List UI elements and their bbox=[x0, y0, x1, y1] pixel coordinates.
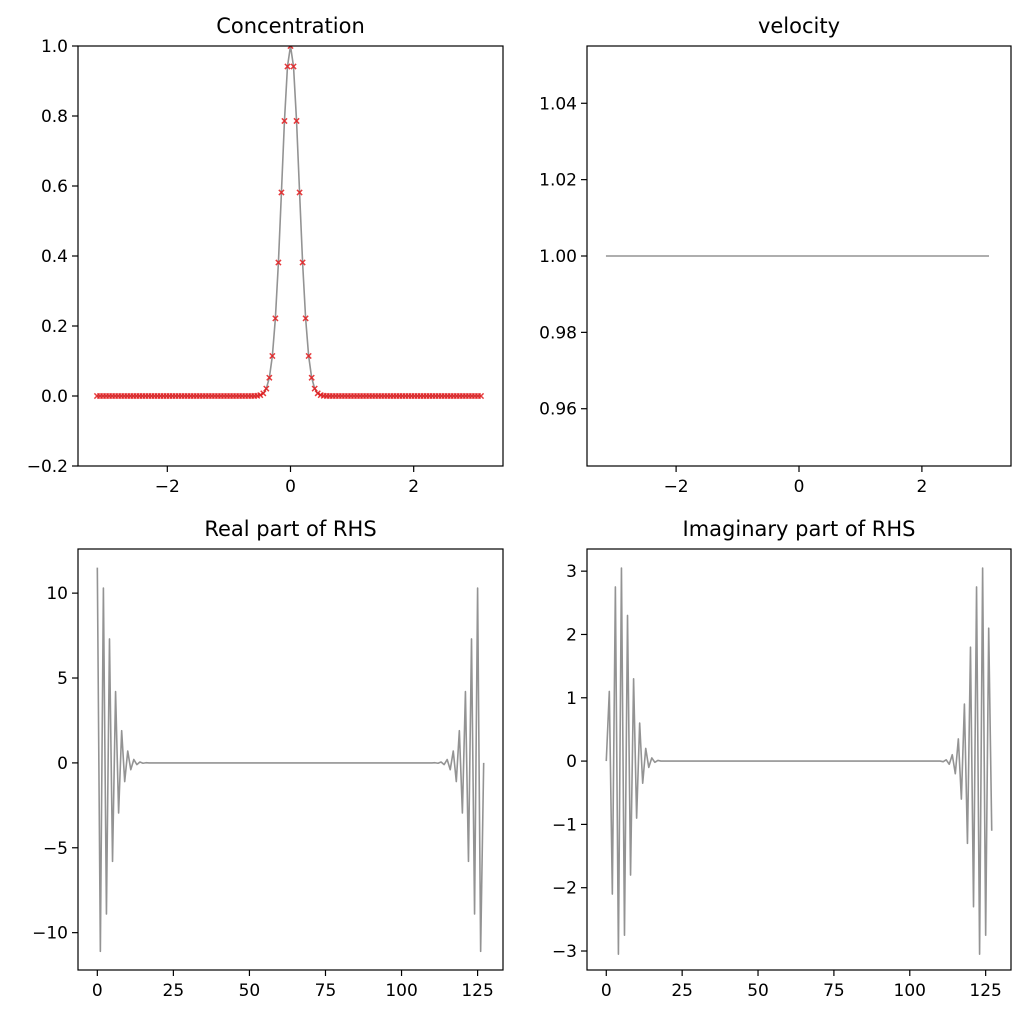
concentration-marker-point bbox=[263, 385, 270, 392]
concentration-x-tick-label: −2 bbox=[155, 477, 180, 497]
concentration-marker-point bbox=[477, 392, 485, 400]
concentration-x-tick-label: 2 bbox=[408, 477, 419, 497]
real-rhs-axes-frame bbox=[77, 548, 504, 971]
imag-rhs-y-tick-label: 1 bbox=[566, 689, 577, 709]
concentration-x-tick-label: 0 bbox=[285, 477, 296, 497]
concentration-y-tick-label: 0.8 bbox=[41, 107, 68, 127]
real-rhs-x-tick-label: 50 bbox=[239, 981, 261, 1001]
real-rhs-x-tick-label: 0 bbox=[92, 981, 103, 1001]
concentration-marker-point bbox=[281, 117, 288, 125]
concentration-series-markers bbox=[93, 46, 485, 400]
real-rhs-y-tick-label: 0 bbox=[57, 754, 68, 774]
panel-velocity: −2 0 2 0.96 0.98 1.00 1.02 1.04 velocity bbox=[539, 14, 1012, 497]
concentration-marker-point bbox=[296, 189, 303, 196]
concentration-y-tick-label: 0.0 bbox=[41, 387, 68, 407]
velocity-title: velocity bbox=[758, 14, 840, 38]
imag-rhs-x-tick-label: 0 bbox=[601, 981, 612, 1001]
velocity-x-tick-label: 2 bbox=[916, 477, 927, 497]
concentration-marker-point bbox=[287, 46, 294, 50]
concentration-marker-point bbox=[284, 63, 291, 70]
concentration-series-line-0 bbox=[97, 46, 481, 397]
concentration-marker-point bbox=[290, 63, 297, 70]
panel-concentration: −2 0 2 −0.2 0.0 0.2 0.4 0.6 0.8 1.0 Concentration bbox=[27, 14, 504, 497]
concentration-title: Concentration bbox=[216, 14, 365, 38]
concentration-marker-point bbox=[299, 259, 306, 266]
imag-rhs-plot-area bbox=[605, 567, 993, 955]
velocity-x-tick-label: −2 bbox=[664, 477, 689, 497]
imag-rhs-y-tick-label: −1 bbox=[552, 815, 577, 835]
imag-rhs-x-tick-label: 50 bbox=[747, 981, 769, 1001]
real-rhs-series-line-0 bbox=[96, 567, 485, 953]
concentration-y-tick-label: 0.6 bbox=[41, 177, 68, 197]
concentration-y-tick-label: 0.2 bbox=[41, 317, 68, 337]
concentration-marker-point bbox=[278, 189, 285, 196]
imag-rhs-axes-frame bbox=[586, 548, 1012, 971]
imag-rhs-y-tick-label: 2 bbox=[566, 625, 577, 645]
velocity-y-tick-label: 1.00 bbox=[539, 247, 577, 267]
concentration-y-tick-label: 1.0 bbox=[41, 37, 68, 57]
concentration-y-tick-label: 0.4 bbox=[41, 247, 68, 267]
concentration-marker-point bbox=[260, 390, 267, 397]
panel-imag-rhs: 0 25 50 75 100 125 −3 −2 −1 0 1 2 3 Imaginary part of… bbox=[552, 517, 1012, 1001]
imag-rhs-x-tick-label: 125 bbox=[969, 981, 1001, 1001]
real-rhs-y-tick-label: 10 bbox=[46, 584, 68, 604]
real-rhs-y-tick-label: −5 bbox=[43, 839, 68, 859]
velocity-x-tick-label: 0 bbox=[794, 477, 805, 497]
real-rhs-y-tick-label: −10 bbox=[32, 924, 68, 944]
velocity-y-tick-label: 0.96 bbox=[539, 400, 577, 420]
imag-rhs-series-line-0 bbox=[605, 567, 993, 955]
concentration-marker-point bbox=[308, 374, 315, 381]
imag-rhs-y-tick-label: 0 bbox=[566, 752, 577, 772]
imag-rhs-x-tick-label: 100 bbox=[894, 981, 926, 1001]
real-rhs-title: Real part of RHS bbox=[204, 517, 376, 541]
real-rhs-x-tick-label: 100 bbox=[385, 981, 417, 1001]
velocity-y-tick-label: 1.02 bbox=[539, 171, 577, 191]
real-rhs-x-tick-label: 25 bbox=[163, 981, 185, 1001]
concentration-marker-point bbox=[311, 385, 318, 392]
panel-real-rhs: 0 25 50 75 100 125 −10 −5 0 5 10 Real part of RHS bbox=[32, 517, 504, 1001]
imag-rhs-y-tick-label: 3 bbox=[566, 562, 577, 582]
concentration-marker-point bbox=[266, 374, 273, 381]
concentration-y-tick-label: −0.2 bbox=[27, 457, 68, 477]
real-rhs-y-tick-label: 5 bbox=[57, 669, 68, 689]
imag-rhs-title: Imaginary part of RHS bbox=[683, 517, 916, 541]
concentration-marker-point bbox=[272, 315, 279, 322]
real-rhs-x-tick-label: 75 bbox=[315, 981, 337, 1001]
real-rhs-plot-area bbox=[96, 567, 485, 953]
concentration-axes-frame bbox=[77, 45, 504, 467]
imag-rhs-y-tick-label: −2 bbox=[552, 879, 577, 899]
concentration-marker-point bbox=[293, 117, 300, 125]
concentration-marker-point bbox=[275, 259, 282, 266]
imag-rhs-x-tick-label: 75 bbox=[823, 981, 845, 1001]
velocity-y-tick-label: 0.98 bbox=[539, 323, 577, 343]
concentration-marker-point bbox=[305, 352, 312, 360]
concentration-marker-point bbox=[269, 352, 276, 360]
concentration-marker-point bbox=[257, 392, 264, 399]
imag-rhs-x-tick-label: 25 bbox=[671, 981, 693, 1001]
concentration-marker-point bbox=[314, 390, 321, 397]
real-rhs-x-tick-label: 125 bbox=[461, 981, 493, 1001]
velocity-y-tick-label: 1.04 bbox=[539, 94, 577, 114]
imag-rhs-y-tick-label: −3 bbox=[552, 942, 577, 962]
concentration-marker-point bbox=[302, 315, 309, 322]
concentration-plot-area bbox=[93, 46, 485, 400]
